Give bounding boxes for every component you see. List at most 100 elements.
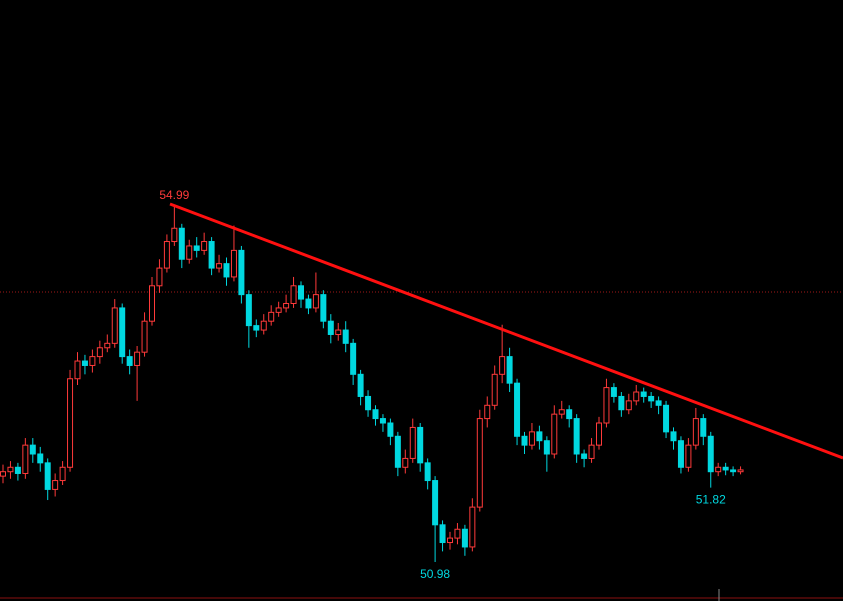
candle-body <box>74 360 81 380</box>
candle-body <box>372 409 379 420</box>
candle-body <box>230 249 237 278</box>
candle-body <box>342 329 349 344</box>
candle-body <box>350 342 357 375</box>
candle-body <box>327 320 334 335</box>
candle-body <box>290 285 297 304</box>
candle-body <box>201 241 208 251</box>
candle-body <box>663 404 670 433</box>
candle-body <box>447 537 453 544</box>
candle-body <box>551 413 558 455</box>
candle-body <box>528 431 535 446</box>
candle-body <box>543 440 550 455</box>
candle-body <box>119 307 126 358</box>
candle-body <box>506 356 513 384</box>
candle-body <box>59 466 66 482</box>
candle-body <box>573 418 580 455</box>
candle-body <box>692 418 699 446</box>
candle-body <box>126 356 133 366</box>
candle-body <box>320 294 327 322</box>
candle-body <box>14 466 21 474</box>
candle-body <box>365 395 372 411</box>
candle-body <box>625 400 632 411</box>
candle-body <box>476 418 483 508</box>
candle-body <box>67 378 74 468</box>
candle-body <box>111 307 118 344</box>
candle-body <box>134 351 141 366</box>
candle-body <box>298 285 304 300</box>
candle-body <box>640 391 647 397</box>
candle-body <box>655 400 662 406</box>
candle-body <box>461 528 468 548</box>
candle-body <box>178 227 185 260</box>
candle-body <box>163 241 170 269</box>
high-label: 54.99 <box>159 188 189 202</box>
candle-body <box>469 506 476 548</box>
candle-body <box>216 263 223 269</box>
candle-body <box>730 469 737 473</box>
candle-body <box>335 329 342 335</box>
low-label: 50.98 <box>420 567 450 581</box>
candle-body <box>588 444 595 459</box>
candle-body <box>558 409 565 415</box>
candle-body <box>707 435 714 473</box>
candle-body <box>379 418 386 424</box>
candle-body <box>245 294 252 327</box>
candle-body <box>104 342 111 349</box>
candle-body <box>700 418 707 437</box>
candle-body <box>499 356 506 375</box>
candle-body <box>685 444 692 468</box>
candle-body <box>618 395 625 411</box>
candle-body <box>409 426 416 459</box>
candle-body <box>238 249 245 296</box>
candle-body <box>432 480 439 526</box>
candle-body <box>491 373 498 406</box>
candles <box>0 207 744 562</box>
trend-line <box>169 202 843 460</box>
candle-body <box>603 387 610 424</box>
candle-body <box>96 347 103 358</box>
candle-body <box>186 245 193 260</box>
candle-body <box>439 524 446 544</box>
candle-body <box>633 391 640 402</box>
candle-body <box>648 395 655 402</box>
candle-body <box>89 356 96 366</box>
candle-body <box>0 471 6 477</box>
candle-body <box>283 302 290 309</box>
candle-body <box>268 311 275 322</box>
candle-body <box>722 466 729 471</box>
candle-body <box>417 426 424 464</box>
candle-body <box>424 462 431 482</box>
candle-body <box>305 298 312 309</box>
candle-body <box>581 453 588 459</box>
candle-body <box>37 453 44 464</box>
candle-body <box>596 422 602 446</box>
candle-body <box>394 435 401 468</box>
candle-body <box>52 480 59 490</box>
candle-body <box>171 227 178 243</box>
candle-body <box>223 263 230 278</box>
candle-body <box>454 528 461 539</box>
candle-body <box>7 466 14 473</box>
candle-body <box>149 285 155 322</box>
candle-body <box>536 431 543 442</box>
candle-body <box>387 422 394 437</box>
low-label: 51.82 <box>696 493 726 507</box>
candle-body <box>29 444 36 455</box>
candle-body <box>275 307 282 313</box>
candle-body <box>253 325 260 331</box>
candle-body <box>514 382 521 437</box>
candle-body <box>141 320 148 353</box>
candle-body <box>193 245 200 251</box>
candle-body <box>402 457 409 468</box>
candle-body <box>357 373 364 397</box>
candle-body <box>312 294 319 309</box>
candle-body <box>521 435 528 446</box>
candle-body <box>22 444 29 474</box>
candle-body <box>566 409 573 420</box>
candle-body <box>208 241 215 269</box>
candle-body <box>610 387 617 397</box>
candle-body <box>156 267 163 287</box>
candle-body <box>81 360 88 366</box>
